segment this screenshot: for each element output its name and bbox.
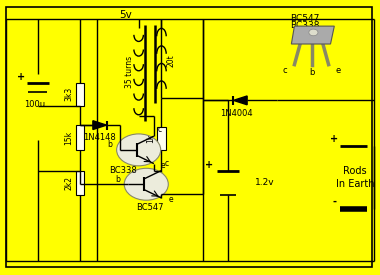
Text: BC547: BC547 — [291, 14, 320, 23]
Text: BC338: BC338 — [291, 21, 320, 30]
Text: c: c — [165, 160, 169, 168]
Text: 3k3: 3k3 — [65, 87, 74, 101]
Text: 1N4004: 1N4004 — [220, 109, 253, 117]
Text: 2k2: 2k2 — [65, 176, 74, 190]
Text: 5v: 5v — [119, 10, 132, 20]
Text: +: + — [330, 134, 338, 144]
Text: In Earth: In Earth — [336, 179, 374, 189]
Text: Rods: Rods — [344, 166, 367, 175]
Text: 1k: 1k — [146, 134, 155, 143]
Text: c: c — [157, 125, 162, 134]
Polygon shape — [233, 96, 247, 105]
Polygon shape — [93, 121, 106, 130]
Text: 20t: 20t — [166, 54, 176, 67]
Bar — [76, 82, 84, 106]
Text: +: + — [17, 72, 25, 82]
Text: BC338: BC338 — [109, 166, 137, 175]
Text: c: c — [283, 66, 287, 75]
Text: -: - — [332, 197, 336, 207]
Text: BC547: BC547 — [136, 204, 164, 212]
Bar — [157, 126, 166, 150]
Polygon shape — [291, 26, 334, 44]
Text: b: b — [108, 140, 112, 149]
Text: 100u: 100u — [24, 100, 45, 109]
Circle shape — [117, 134, 161, 166]
Text: 15k: 15k — [65, 130, 74, 145]
Text: +: + — [205, 160, 213, 170]
Text: 35 turns: 35 turns — [125, 56, 134, 87]
Text: 1N4148: 1N4148 — [83, 133, 116, 142]
Bar — [76, 170, 84, 195]
Bar — [76, 125, 84, 150]
Circle shape — [309, 29, 318, 36]
Text: b: b — [309, 68, 314, 77]
Text: e: e — [161, 161, 166, 170]
Text: e: e — [336, 66, 341, 75]
Text: 1.2v: 1.2v — [255, 178, 274, 187]
Text: b: b — [115, 175, 120, 183]
Text: e: e — [169, 195, 173, 204]
Circle shape — [124, 168, 168, 200]
